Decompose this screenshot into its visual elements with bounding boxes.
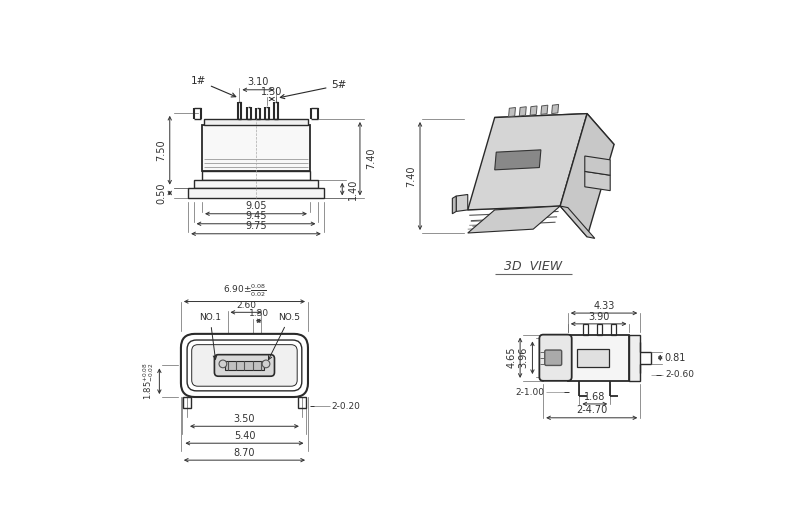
- Text: 3.50: 3.50: [234, 414, 255, 424]
- Polygon shape: [585, 156, 610, 175]
- FancyBboxPatch shape: [545, 350, 562, 366]
- Bar: [202, 125, 310, 171]
- Text: 1.30: 1.30: [261, 87, 282, 96]
- Text: NO.1: NO.1: [199, 313, 221, 359]
- Bar: [188, 188, 324, 198]
- Text: 1.40: 1.40: [349, 179, 358, 200]
- Polygon shape: [560, 113, 614, 237]
- Text: NO.5: NO.5: [269, 313, 300, 360]
- Text: 3D  VIEW: 3D VIEW: [504, 260, 562, 273]
- FancyBboxPatch shape: [187, 340, 302, 391]
- Text: 0.81: 0.81: [665, 353, 686, 363]
- Text: 7.40: 7.40: [366, 148, 376, 170]
- FancyBboxPatch shape: [192, 344, 297, 386]
- Polygon shape: [456, 195, 468, 211]
- Text: 5#: 5#: [280, 80, 347, 99]
- Text: 7.50: 7.50: [156, 139, 166, 161]
- Polygon shape: [519, 107, 526, 116]
- Text: 3.96: 3.96: [518, 347, 529, 368]
- Text: 2-0.60: 2-0.60: [665, 370, 694, 379]
- Text: 2-1.00: 2-1.00: [516, 388, 545, 397]
- Polygon shape: [452, 196, 456, 214]
- Bar: [583, 324, 588, 334]
- Text: 2.60: 2.60: [236, 301, 256, 310]
- Polygon shape: [509, 108, 515, 117]
- Text: 0.50: 0.50: [156, 182, 166, 204]
- Polygon shape: [468, 113, 587, 210]
- Text: 3.10: 3.10: [247, 77, 269, 87]
- Bar: [202, 171, 310, 180]
- Text: 2-4.70: 2-4.70: [576, 405, 607, 416]
- Text: 9.45: 9.45: [246, 211, 266, 222]
- Bar: [630, 334, 640, 381]
- Text: 5.40: 5.40: [234, 431, 255, 441]
- Bar: [611, 324, 615, 334]
- FancyBboxPatch shape: [181, 334, 308, 397]
- Text: 4.33: 4.33: [594, 301, 614, 311]
- Text: 1.68: 1.68: [584, 392, 606, 402]
- FancyBboxPatch shape: [214, 355, 274, 376]
- Bar: [183, 397, 191, 408]
- Bar: [597, 324, 602, 334]
- Text: 3.90: 3.90: [588, 312, 610, 322]
- Polygon shape: [560, 206, 595, 238]
- Circle shape: [219, 360, 226, 368]
- Polygon shape: [541, 105, 548, 114]
- Text: 7.40: 7.40: [406, 165, 416, 187]
- Bar: [194, 180, 318, 188]
- Text: 8.70: 8.70: [234, 448, 255, 458]
- Bar: [204, 119, 308, 125]
- Polygon shape: [494, 150, 541, 170]
- Bar: [568, 334, 630, 381]
- Text: 1.30: 1.30: [249, 310, 269, 319]
- Polygon shape: [530, 106, 537, 115]
- Polygon shape: [494, 113, 614, 148]
- Bar: [577, 349, 610, 367]
- Text: 6.90$\pm$$\frac{0.08}{0.02}$: 6.90$\pm$$\frac{0.08}{0.02}$: [222, 282, 266, 299]
- Text: 4.65: 4.65: [506, 347, 516, 368]
- Text: 1.85$^{+0.08}_{-0.02}$: 1.85$^{+0.08}_{-0.02}$: [141, 362, 155, 400]
- Circle shape: [262, 360, 270, 368]
- Text: 2-0.20: 2-0.20: [331, 402, 360, 411]
- Polygon shape: [552, 104, 558, 113]
- Polygon shape: [585, 171, 610, 191]
- Polygon shape: [468, 206, 560, 233]
- Bar: [298, 397, 306, 408]
- Text: 1#: 1#: [190, 76, 236, 97]
- Text: 9.75: 9.75: [245, 222, 267, 232]
- Text: 9.05: 9.05: [246, 201, 266, 211]
- FancyBboxPatch shape: [539, 334, 572, 381]
- Bar: [226, 361, 264, 370]
